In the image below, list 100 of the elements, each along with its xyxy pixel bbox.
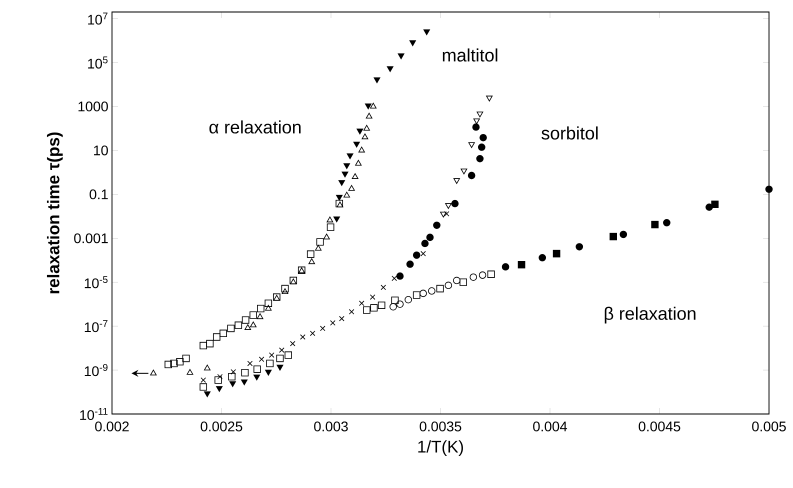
x-axis-title: 1/T(K): [418, 440, 463, 456]
point: [620, 230, 628, 238]
point: [421, 240, 429, 248]
y-tick-label: 10$^{-7}$: [84, 320, 108, 332]
point: [284, 351, 292, 359]
point: [440, 212, 447, 218]
point: [336, 200, 344, 208]
y-tick-label: 0.001: [74, 233, 108, 244]
point: [348, 185, 355, 191]
point: [352, 173, 358, 179]
point: [247, 360, 253, 366]
annotation: β relaxation: [604, 306, 696, 324]
point: [765, 186, 773, 193]
point: [182, 354, 190, 362]
x-tick-label: 0.0025: [200, 422, 242, 432]
point: [344, 163, 350, 169]
point: [711, 200, 719, 208]
point: [396, 300, 404, 308]
point: [663, 219, 670, 226]
point: [391, 296, 399, 304]
y-tick-label: 0.1: [90, 189, 108, 200]
point: [338, 180, 345, 186]
point: [451, 200, 459, 208]
point: [398, 53, 404, 60]
point: [460, 168, 468, 174]
point: [264, 300, 272, 307]
point: [370, 294, 376, 300]
point: [234, 322, 242, 329]
point: [460, 278, 467, 286]
point: [326, 216, 334, 222]
point: [268, 352, 274, 358]
point: [206, 340, 214, 348]
point: [392, 276, 398, 282]
annotation: maltitol: [442, 48, 498, 62]
point: [610, 232, 617, 240]
point: [406, 260, 414, 268]
point: [214, 376, 222, 384]
point: [241, 380, 248, 386]
point: [433, 222, 440, 229]
point: [176, 358, 184, 366]
point: [230, 369, 236, 375]
point: [453, 178, 460, 184]
point: [320, 326, 326, 332]
point: [420, 290, 427, 298]
point: [336, 202, 344, 208]
point: [228, 372, 236, 380]
point: [250, 322, 257, 328]
point: [290, 276, 298, 284]
point: [216, 386, 223, 392]
point: [355, 160, 362, 166]
point: [552, 250, 560, 258]
point: [480, 134, 487, 142]
y-tick-label: 1000: [78, 102, 108, 112]
point: [518, 260, 526, 268]
point: [290, 278, 297, 284]
point: [276, 354, 284, 362]
point: [370, 304, 378, 312]
point: [254, 374, 260, 380]
point: [241, 368, 249, 376]
x-tick-label: 0.004: [533, 422, 568, 432]
point: [342, 172, 348, 178]
point: [212, 333, 220, 341]
point: [200, 377, 206, 383]
point: [453, 276, 460, 284]
point: [445, 203, 452, 209]
point: [576, 243, 584, 250]
point: [308, 258, 315, 264]
point: [339, 316, 344, 322]
x-tick-label: 0.005: [752, 422, 786, 432]
point: [473, 118, 480, 124]
point: [358, 146, 365, 152]
point: [487, 270, 495, 278]
point: [300, 334, 306, 340]
point: [476, 112, 484, 118]
y-tick-label: 10: [94, 145, 108, 156]
point: [229, 381, 236, 387]
point: [150, 370, 157, 376]
point: [364, 104, 372, 110]
point: [200, 342, 208, 350]
point: [390, 303, 397, 310]
point: [281, 284, 289, 292]
point: [478, 271, 486, 279]
point: [186, 368, 194, 375]
point: [363, 306, 370, 314]
point: [326, 223, 334, 231]
point: [220, 330, 227, 338]
point: [256, 313, 264, 320]
point: [363, 124, 370, 131]
point: [330, 320, 336, 326]
point: [290, 340, 296, 346]
point: [366, 112, 372, 119]
point: [651, 220, 659, 228]
point: [396, 272, 404, 280]
point: [244, 324, 252, 330]
point: [282, 288, 288, 294]
point: [164, 360, 172, 368]
point: [362, 133, 368, 140]
point: [323, 234, 330, 240]
point: [444, 211, 450, 217]
point: [468, 142, 475, 148]
